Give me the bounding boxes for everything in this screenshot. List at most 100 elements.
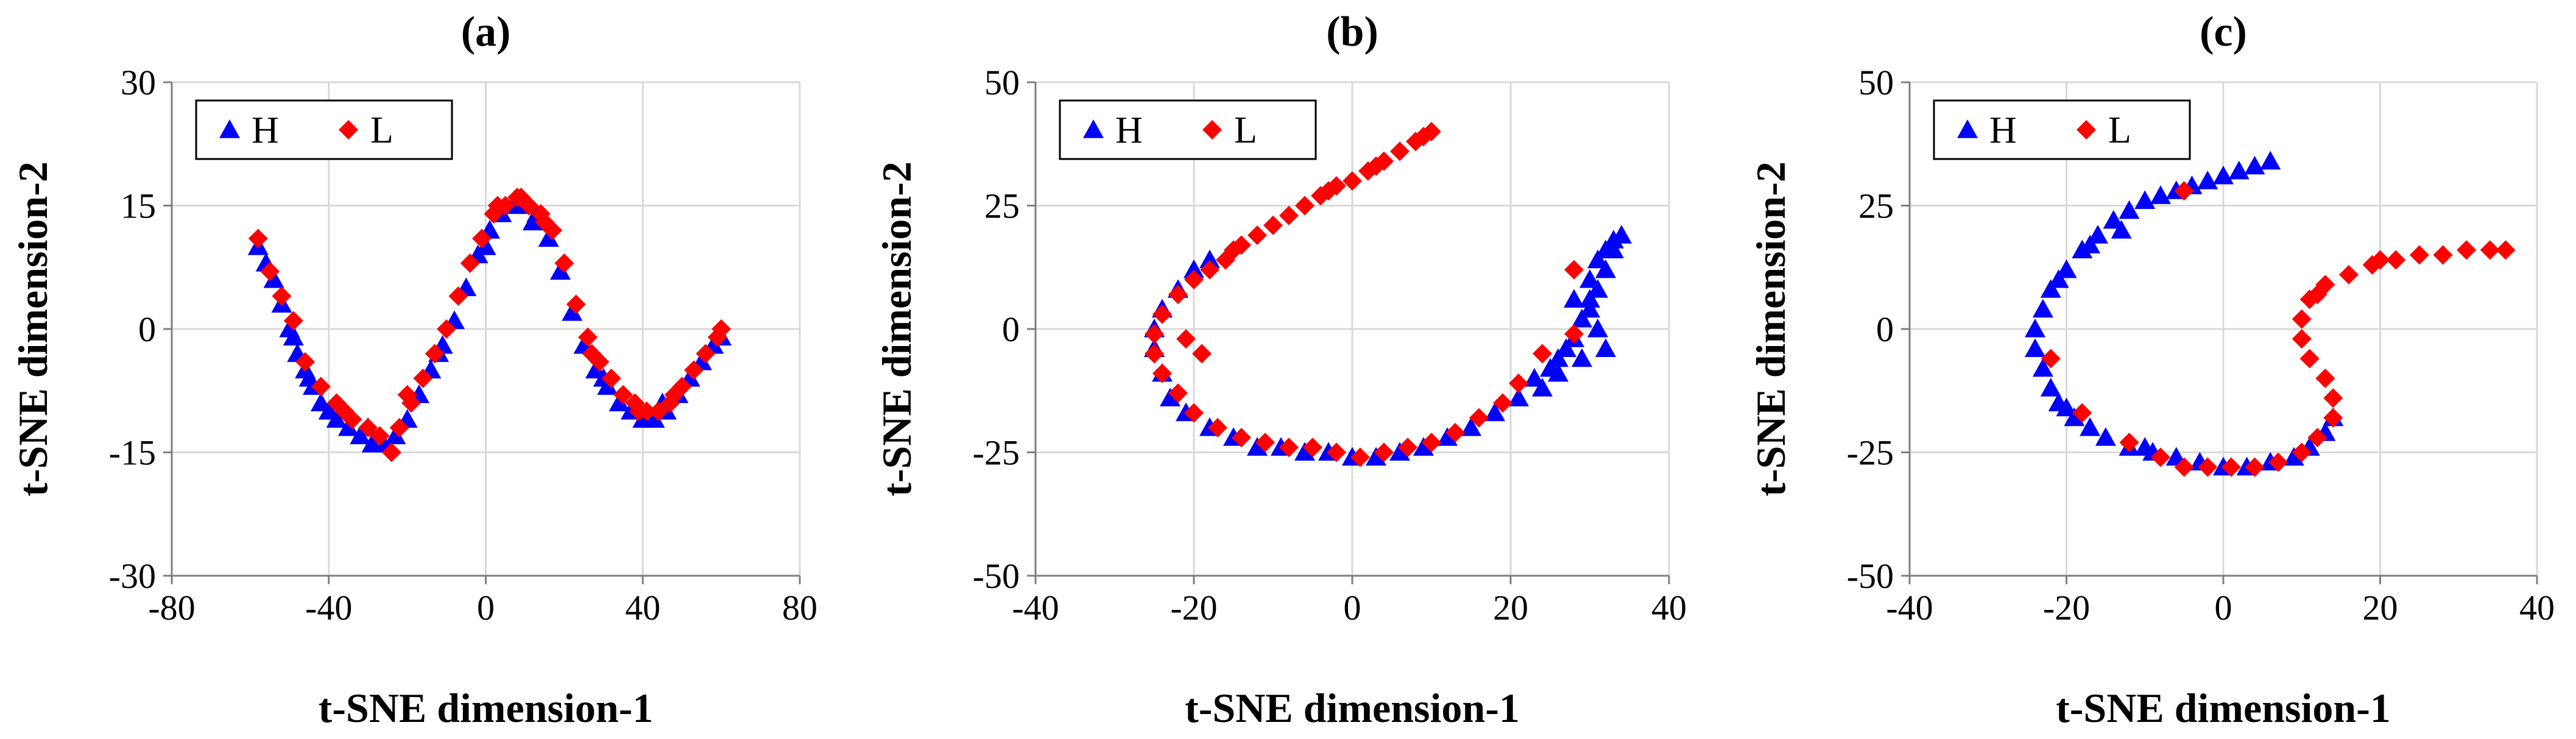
point-l-b [1509,373,1528,394]
point-l-b [1366,156,1386,176]
point-h-c [2040,279,2061,298]
point-h-b [1247,437,1268,456]
y-tick-label-c: -50 [1847,556,1894,596]
point-l-b [1200,260,1219,280]
point-l-a [566,294,586,314]
legend-label-h-c: H [1989,110,2017,151]
point-l-b [1176,329,1196,349]
point-l-a [472,228,492,249]
point-h-c [2048,269,2069,288]
point-l-b [1208,418,1227,437]
point-l-a [711,319,732,339]
y-tick-label-a: -30 [109,556,156,596]
x-tick-label-a: 40 [625,588,660,628]
point-h-b [1587,249,1608,269]
point-l-c [2480,240,2500,260]
x-tick-label-a: 0 [477,588,495,628]
point-l-b [1533,344,1552,364]
point-h-a [562,302,583,321]
legend-box-b [1059,99,1317,160]
point-h-c [2064,407,2085,426]
point-h-c [2040,378,2061,397]
point-l-c [2198,457,2218,477]
y-tick-label-a: 30 [121,63,156,102]
point-l-a [358,418,378,437]
point-l-b [1398,437,1417,458]
point-l-a [582,344,602,364]
point-h-b [1579,289,1600,308]
point-l-b [1255,433,1275,453]
point-l-a [629,401,649,421]
point-h-b [1160,387,1180,406]
point-l-c [2151,447,2170,467]
point-l-a [554,253,574,273]
point-h-c [2197,171,2218,189]
y-axis-label-a: t-SNE dimension-2 [10,161,56,497]
point-h-b [1389,442,1410,461]
point-l-b [1152,363,1172,383]
legend-marker-l-c [2077,120,2096,140]
point-h-c [2283,447,2304,466]
chart-title-b: (b) [1326,9,1378,55]
point-h-a [385,425,406,445]
point-h-c [2080,235,2101,253]
point-l-c [2496,240,2516,260]
point-l-b [1145,324,1164,344]
legend-label-h-a: H [252,110,279,151]
point-l-a [696,344,716,364]
point-h-b [1587,279,1608,298]
point-h-c [2260,150,2281,170]
point-l-c [2307,285,2327,305]
x-axis-label-a: t-SNE dimension-1 [319,685,654,731]
chart-title-a: (a) [461,9,511,55]
point-l-b [1469,408,1489,428]
point-l-c [2245,457,2265,477]
point-l-a [381,442,401,462]
point-h-b [1548,362,1569,382]
point-l-a [413,369,433,388]
x-tick-label-b: 20 [1493,588,1528,628]
point-h-c [2119,200,2140,219]
point-l-a [578,327,598,347]
point-l-a [664,385,684,405]
point-h-b [1524,368,1545,387]
x-tick-label-a: 80 [782,588,817,628]
point-h-b [1508,387,1529,406]
point-l-a [272,286,292,306]
point-l-c [2409,245,2429,265]
point-h-a [326,409,347,428]
x-tick-label-c: 20 [2363,588,2398,628]
point-l-c [2292,442,2312,462]
point-h-a [298,368,320,387]
point-l-a [460,253,480,273]
point-l-a [370,426,390,446]
point-h-b [1366,447,1386,466]
point-l-b [1184,403,1204,423]
point-l-c [2041,348,2061,369]
point-h-b [1564,289,1584,308]
point-h-a [644,409,665,428]
point-l-c [2119,433,2139,453]
point-h-c [2228,160,2250,180]
point-l-b [1564,260,1584,280]
point-l-c [2323,408,2343,428]
point-h-c [2095,427,2116,446]
point-l-b [1232,428,1251,448]
point-h-b [1572,348,1592,367]
point-l-b [1168,285,1188,305]
point-l-c [2457,240,2477,260]
point-h-c [2244,155,2265,175]
y-tick-label-b: -50 [973,556,1020,596]
point-h-b [1611,225,1632,244]
point-l-c [2370,250,2390,270]
point-l-c [2292,329,2312,349]
point-l-a [437,319,457,339]
point-h-c [2056,397,2077,417]
point-h-b [1579,299,1600,318]
point-h-b [1556,338,1576,357]
point-l-c [2072,403,2092,423]
point-h-a [609,392,630,412]
point-l-c [2315,369,2335,388]
y-tick-label-c: -25 [1847,433,1894,473]
